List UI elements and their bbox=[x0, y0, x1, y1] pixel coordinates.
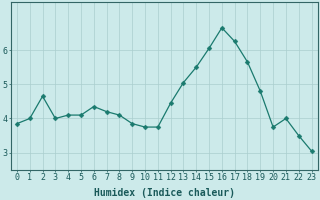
X-axis label: Humidex (Indice chaleur): Humidex (Indice chaleur) bbox=[94, 188, 235, 198]
